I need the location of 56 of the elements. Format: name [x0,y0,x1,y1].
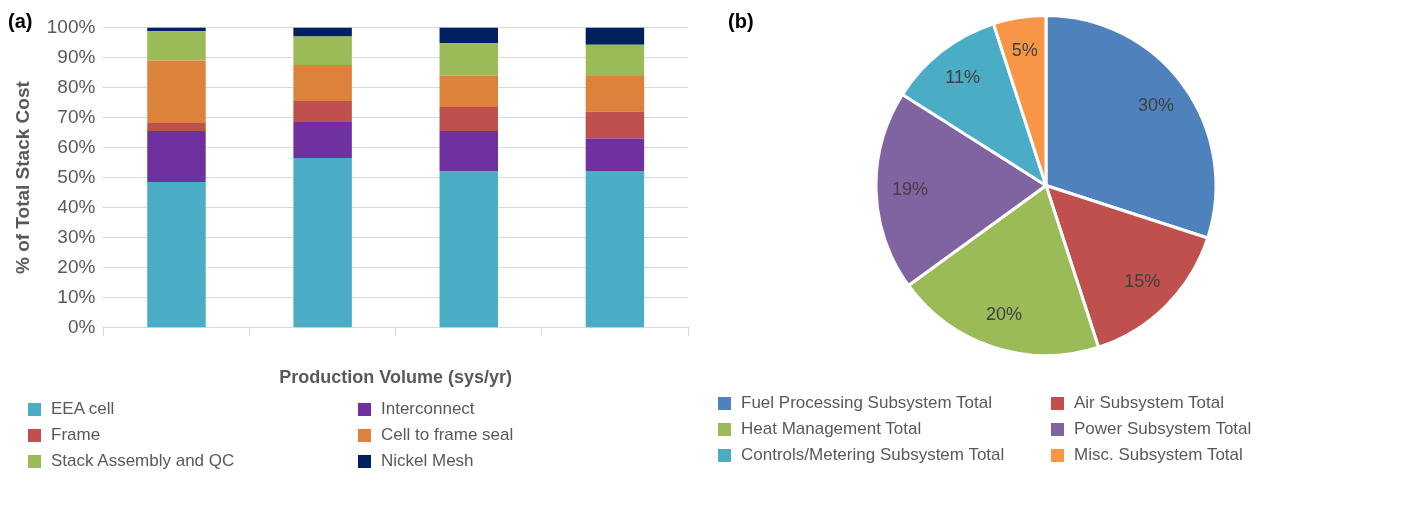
bar [439,43,498,76]
bar [147,122,206,132]
bar [585,138,645,171]
bar [439,107,498,132]
y-axis-title: % of Total Stack Cost [11,80,33,275]
y-tick-label: 10% [57,285,96,307]
y-tick-label: 60% [57,135,96,157]
legend-label: Misc. Subsystem Total [1074,445,1243,465]
bar [585,44,645,77]
y-tick-label: 90% [57,45,96,67]
legend-label: EEA cell [51,399,115,419]
bar [585,170,645,328]
bar [147,182,206,328]
bar [293,122,352,159]
legend-label: Interconnect [381,399,475,419]
bar [147,60,206,123]
bar [147,131,206,183]
data-label: 30% [1138,94,1175,115]
legend-label: Air Subsystem Total [1074,393,1224,413]
bar [293,158,352,328]
y-tick-label: 100% [46,15,96,37]
bar [585,76,645,112]
x-axis-title: Production Volume (sys/yr) [279,367,513,388]
legend-label: Power Subsystem Total [1074,419,1252,439]
bar [439,171,498,328]
chart-title: (a) [8,10,33,33]
chart-title: (b) [728,10,754,33]
y-tick-label: 50% [57,165,96,187]
data-label: 19% [892,178,929,199]
y-tick-label: 70% [57,105,96,127]
legend-label: Stack Assembly and QC [51,451,235,471]
legend-label: Fuel Processing Subsystem Total [741,393,993,413]
bar [147,31,206,61]
bar [439,131,498,172]
bar [293,27,352,37]
bar [585,111,645,139]
data-label: 20% [985,303,1022,324]
legend-label: Cell to frame seal [381,425,514,445]
legend-label: Controls/Metering Subsystem Total [741,445,1005,465]
bar [439,27,498,44]
legend-label: Frame [51,425,101,445]
bar [585,27,645,45]
bar [293,36,352,65]
legend-label: Nickel Mesh [381,451,474,471]
y-tick-label: 80% [57,75,96,97]
bar [293,101,352,123]
data-label: 11% [945,67,980,88]
data-label: 5% [1011,40,1038,61]
data-label: 15% [1124,270,1161,291]
y-tick-label: 30% [57,225,96,247]
bar [293,64,352,101]
y-tick-label: 20% [57,255,96,277]
legend-label: Heat Management Total [741,419,922,439]
y-tick-label: 0% [67,316,96,338]
y-tick-label: 40% [57,195,96,217]
bar [439,75,498,108]
